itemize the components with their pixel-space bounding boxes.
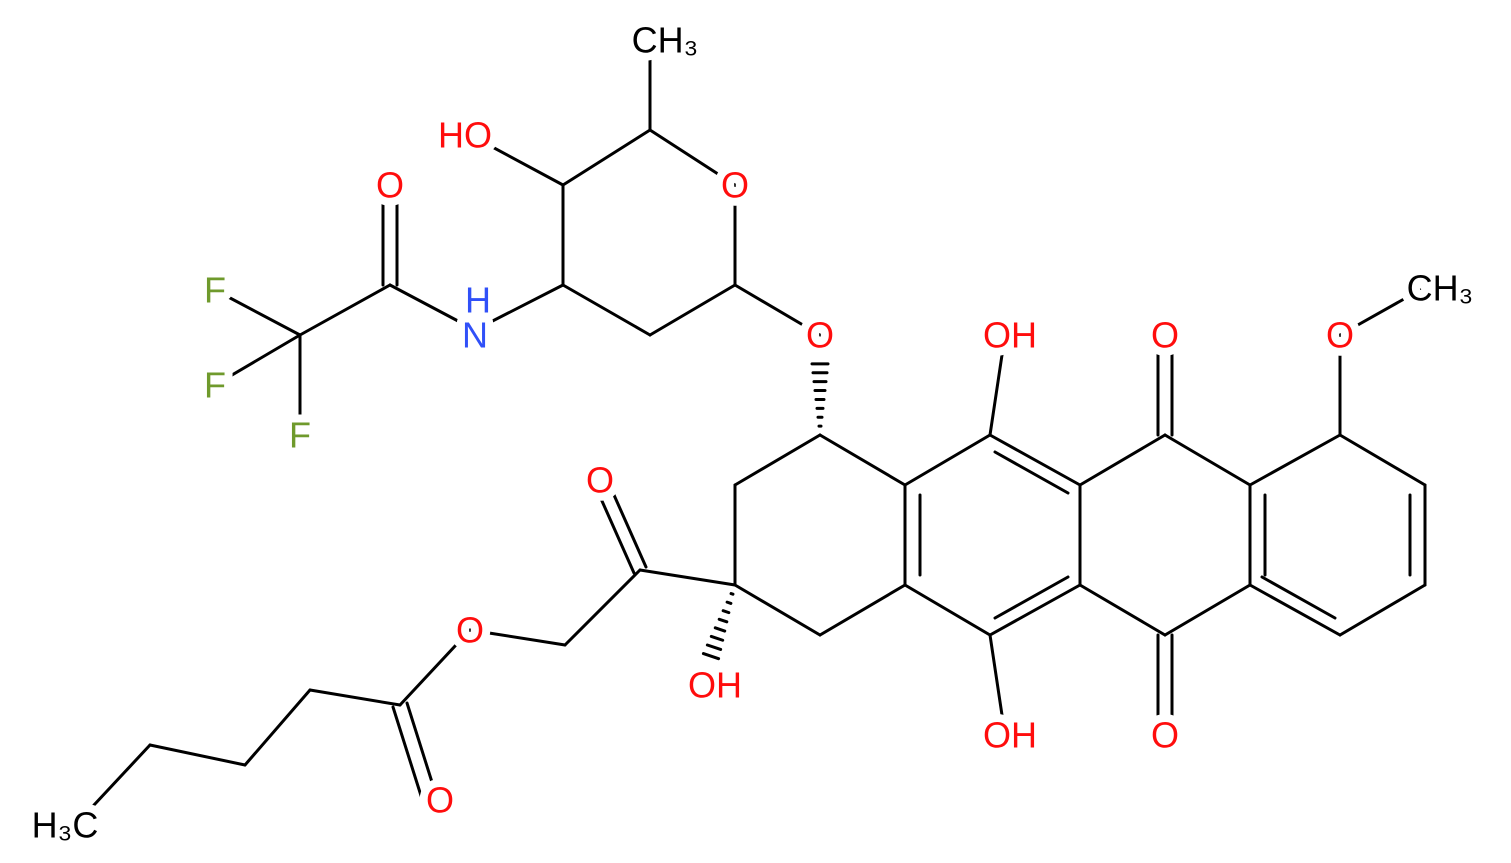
atom-label: O <box>806 315 834 356</box>
atom-label: CH₃ <box>632 20 699 61</box>
atom-label: O <box>1151 715 1179 756</box>
hash-line <box>729 592 735 596</box>
atom-label: O <box>426 780 454 821</box>
atom-label: H₃C <box>32 805 99 846</box>
atom-label: N <box>462 315 488 356</box>
hash-line <box>713 626 727 633</box>
hash-line <box>717 617 729 624</box>
atom-label: F <box>204 365 226 406</box>
atom-label: HO <box>438 115 492 156</box>
atom-label: O <box>721 165 749 206</box>
atom-labels: CH₃ HO O O F H N F F O OH O O CH₃ O O OH… <box>24 12 1482 854</box>
atom-label: O <box>456 610 484 651</box>
atom-label: O <box>1326 315 1354 356</box>
atom-label: O <box>1151 315 1179 356</box>
atom-label: O <box>586 460 614 501</box>
atom-label: F <box>204 270 226 311</box>
hash-line <box>725 600 733 605</box>
atom-label: OH <box>688 665 742 706</box>
hash-line <box>701 652 721 661</box>
atom-label: OH <box>983 315 1037 356</box>
atom-label: F <box>289 415 311 456</box>
atom-label: CH₃ <box>1407 268 1474 309</box>
hash-line <box>709 634 725 642</box>
atom-label: OH <box>983 715 1037 756</box>
atom-label: O <box>376 165 404 206</box>
hash-line <box>721 609 731 615</box>
hashed-wedges <box>701 362 830 661</box>
hash-line <box>705 643 723 651</box>
bonds <box>78 53 1427 822</box>
